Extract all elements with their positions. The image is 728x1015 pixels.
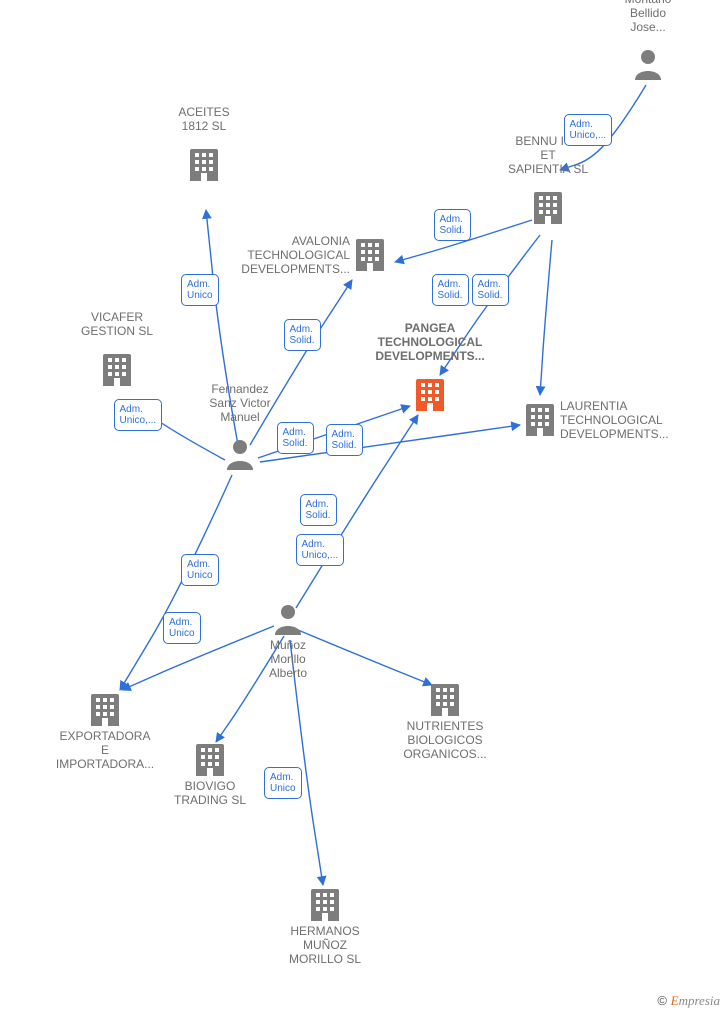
edge-bennu-laurentia xyxy=(540,240,552,395)
edge-munoz-pangea xyxy=(296,415,418,608)
edge-bennu-pangea xyxy=(440,235,540,375)
edge-munoz-nutrientes xyxy=(298,630,432,685)
edge-munoz-hermanos xyxy=(290,640,323,885)
graph-canvas xyxy=(0,0,728,1015)
edge-fernandez-pangea xyxy=(258,406,410,458)
edge-bennu-avalonia xyxy=(395,220,532,262)
edge-montano-bennu xyxy=(560,85,646,170)
copyright-symbol: © xyxy=(657,993,667,1008)
edge-munoz-biovigo xyxy=(216,636,284,742)
edge-fernandez-vicafer xyxy=(130,400,225,460)
brand-rest: mpresia xyxy=(679,993,720,1008)
edge-fernandez-aceites xyxy=(206,210,238,445)
brand-first: E xyxy=(671,993,679,1008)
copyright: © Empresia xyxy=(657,993,720,1009)
edge-fernandez-export xyxy=(120,475,232,690)
edge-fernandez-avalonia xyxy=(250,280,352,445)
edge-munoz-export xyxy=(122,626,274,690)
